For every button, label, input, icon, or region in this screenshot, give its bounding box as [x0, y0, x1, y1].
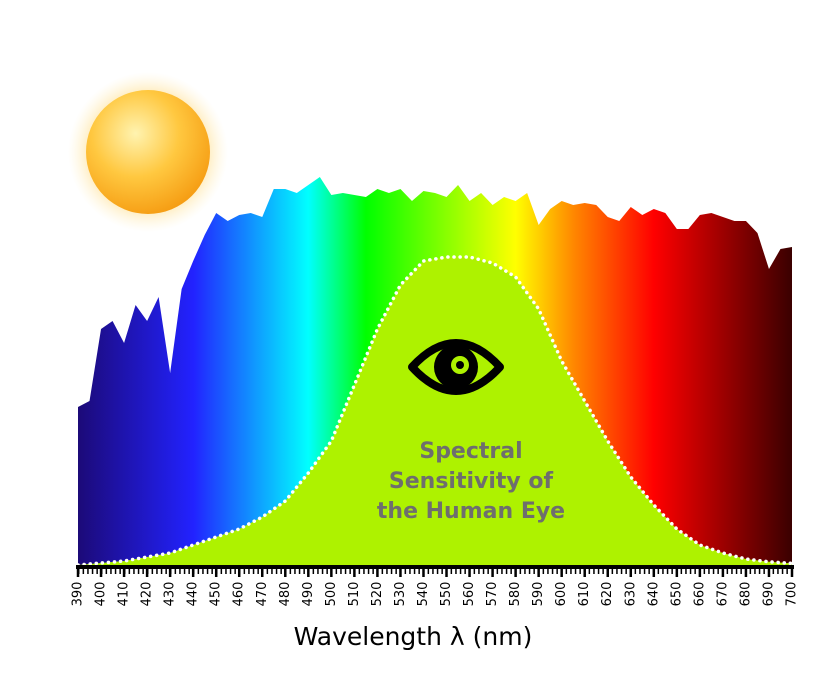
- x-tick-label: 620: [600, 582, 615, 607]
- eye-icon: [408, 339, 504, 395]
- x-tick-label: 540: [416, 582, 431, 607]
- x-axis-label: Wavelength λ (nm): [294, 622, 533, 651]
- x-tick-label: 530: [393, 582, 408, 607]
- x-tick-label: 680: [738, 582, 753, 607]
- x-tick-label: 450: [209, 582, 224, 607]
- x-tick-label: 490: [301, 582, 316, 607]
- x-tick-label: 600: [554, 582, 569, 607]
- x-tick-label: 470: [255, 582, 270, 607]
- x-tick-label: 400: [94, 582, 109, 607]
- x-tick-label: 520: [370, 582, 385, 607]
- annotation: Sensitivity of: [389, 469, 554, 494]
- x-tick-label: 430: [163, 582, 178, 607]
- x-tick-label: 690: [761, 582, 776, 607]
- x-tick-label: 670: [715, 582, 730, 607]
- x-tick-label: 440: [186, 582, 201, 607]
- x-tick-label: 560: [462, 582, 477, 607]
- x-tick-label: 510: [347, 582, 362, 607]
- x-tick-label: 610: [577, 582, 592, 607]
- x-tick-label: 660: [692, 582, 707, 607]
- x-tick-label: 630: [623, 582, 638, 607]
- x-tick-label: 590: [531, 582, 546, 607]
- annotation: the Human Eye: [377, 499, 565, 524]
- x-tick-label: 570: [485, 582, 500, 607]
- x-tick-label: 650: [669, 582, 684, 607]
- x-tick-label: 700: [785, 582, 800, 607]
- x-tick-label: 410: [117, 582, 132, 607]
- x-tick-label: 420: [140, 582, 155, 607]
- x-tick-label: 390: [71, 582, 86, 607]
- sun: [68, 72, 228, 232]
- area-outline: [76, 255, 794, 567]
- area: [78, 257, 792, 565]
- x-tick-label: 500: [324, 582, 339, 607]
- annotation: Spectral: [419, 439, 522, 464]
- x-tick-label: 460: [232, 582, 247, 607]
- x-tick-label: 580: [508, 582, 523, 607]
- x-tick-label: 640: [646, 582, 661, 607]
- plot-area: 390 400 410 420 430 440 450 460 470 480 490 500 510 5…: [71, 177, 800, 606]
- x-tick-label: 550: [439, 582, 454, 607]
- x-tick-label: 480: [278, 582, 293, 607]
